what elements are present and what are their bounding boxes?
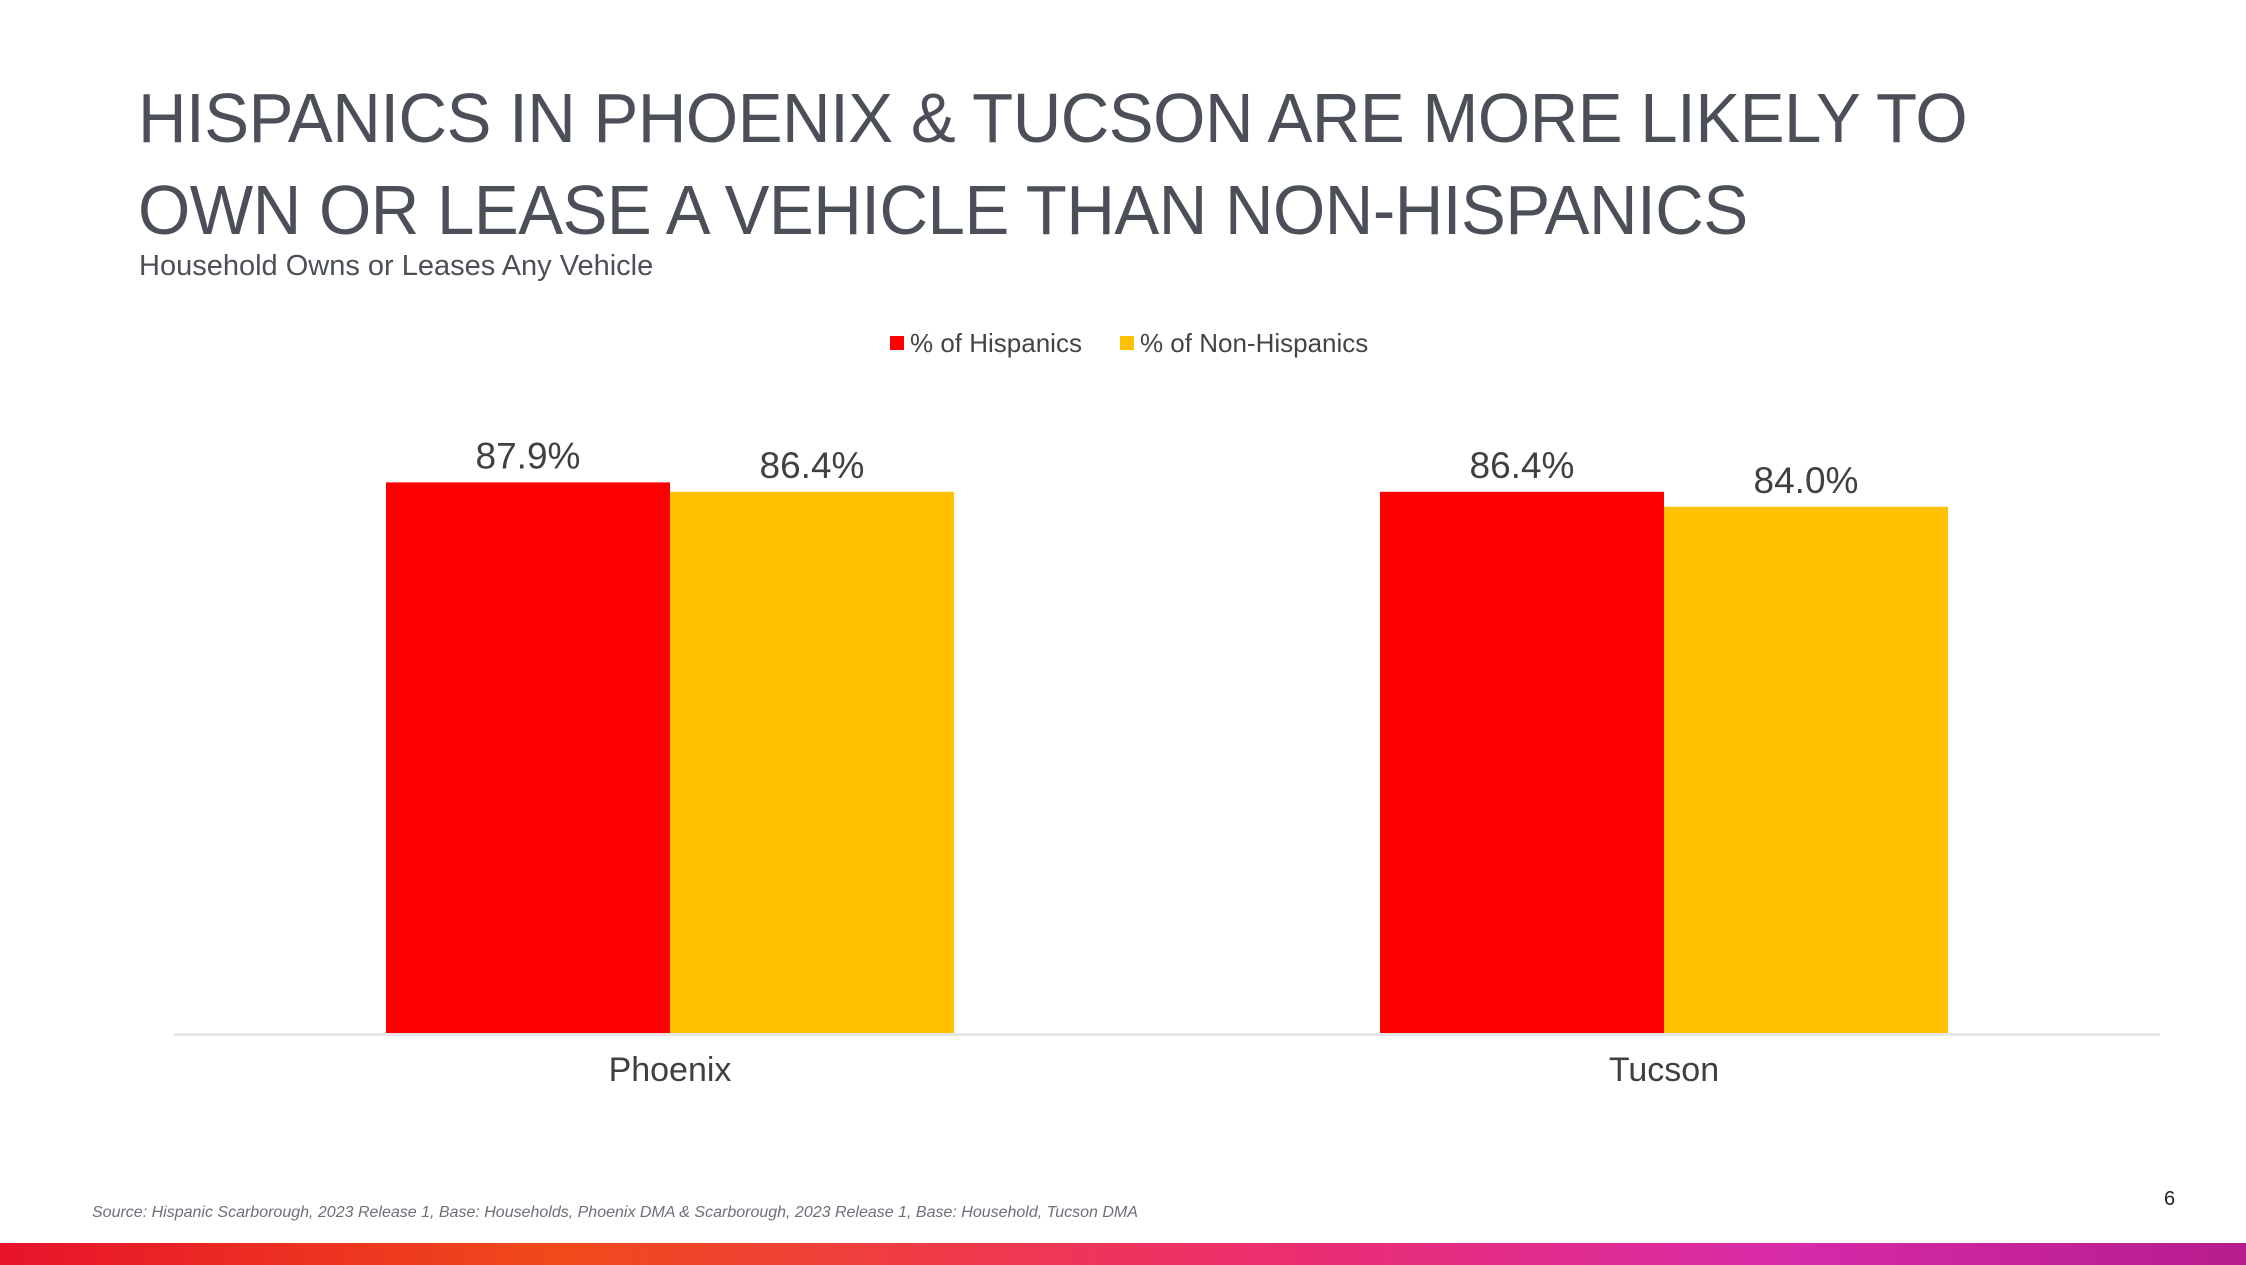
data-label-phoenix-hispanics: 87.9%	[476, 435, 581, 476]
page-title: HISPANICS IN PHOENIX & TUCSON ARE MORE L…	[138, 79, 1968, 249]
bar-tucson-non-hispanics	[1664, 506, 1948, 1034]
bar-phoenix-hispanics	[386, 482, 670, 1033]
bar-phoenix-non-hispanics	[670, 491, 954, 1033]
legend-item-hispanics: % of Hispanics	[890, 328, 1082, 359]
bar-tucson-hispanics	[1380, 491, 1664, 1033]
legend-label-hispanics: % of Hispanics	[910, 327, 1082, 358]
source-note: Source: Hispanic Scarborough, 2023 Relea…	[92, 1204, 1138, 1221]
footer-gradient-band	[0, 1243, 2246, 1265]
x-tick-label-tucson: Tucson	[1609, 1051, 1719, 1089]
data-label-phoenix-non-hispanics: 86.4%	[760, 445, 865, 486]
chart-subtitle: Household Owns or Leases Any Vehicle	[139, 250, 654, 282]
legend-swatch-non-hispanics	[1119, 336, 1134, 350]
page-number: 6	[2164, 1188, 2176, 1210]
legend-label-non-hispanics: % of Non-Hispanics	[1139, 327, 1369, 358]
data-label-tucson-non-hispanics: 84.0%	[1754, 460, 1859, 501]
legend-swatch-hispanics	[890, 336, 904, 350]
legend-item-non-hispanics: % of Non-Hispanics	[1119, 327, 1369, 359]
chart-legend: % of Hispanics % of Non-Hispanics	[890, 326, 1406, 360]
x-tick-label-phoenix: Phoenix	[609, 1051, 732, 1089]
data-label-tucson-hispanics: 86.4%	[1470, 445, 1575, 486]
